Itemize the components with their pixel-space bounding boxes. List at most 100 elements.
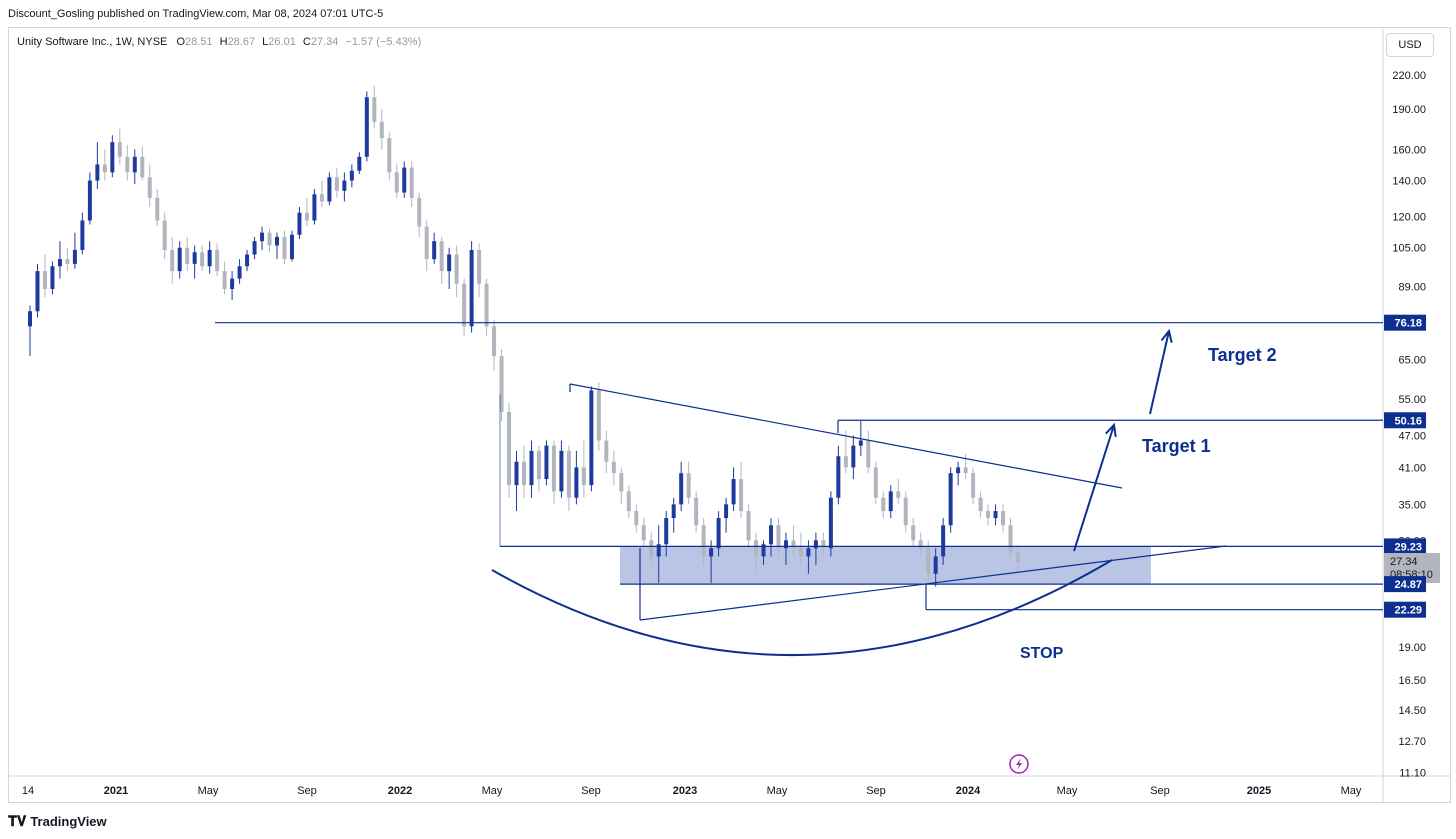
candle-body [596,390,601,441]
candle-body [791,540,796,549]
candle-body [522,461,526,486]
candle [87,172,92,225]
y-tick-label: 140.00 [1392,176,1426,188]
candle-body [72,249,77,264]
candle-body [140,156,145,178]
candle [1016,548,1020,574]
candle [155,189,160,227]
candle-body [701,525,706,557]
y-tick-label: 105.00 [1392,243,1426,255]
candle [50,261,55,295]
candle [125,145,130,181]
footer-brand[interactable]: 𝐓𝐕 TradingView [8,813,107,830]
candle [948,467,953,533]
candle-body [761,544,766,557]
price-label-text: 76.18 [1394,318,1422,330]
candle [978,491,983,519]
candle-body [170,249,175,272]
candle [349,164,354,188]
candle-body [604,440,609,462]
candle [275,232,279,260]
y-tick-label: 220.00 [1392,70,1426,82]
symbol-name[interactable]: Unity Software Inc., 1W, NYSE [17,36,168,48]
candle [200,245,205,272]
candle [304,197,309,227]
candle [522,445,526,498]
candle-body [581,467,586,486]
price-label-76-18[interactable]: 76.18 [1384,314,1426,331]
currency-button[interactable]: USD [1386,33,1434,57]
candle [694,491,699,533]
candle-body [87,180,92,221]
candle [754,532,759,574]
price-label-bg [1384,576,1426,593]
candle-body [903,497,908,526]
candle [783,532,788,565]
candle [843,430,848,474]
candle-body [769,525,773,545]
candle-body [162,220,167,250]
candle [971,467,976,505]
price-label-50-16[interactable]: 50.16 [1384,412,1426,429]
candle [873,461,878,505]
candle [237,259,242,284]
candle [769,518,773,557]
candle-body [858,440,863,446]
candle-body [469,249,474,327]
candle [252,236,257,260]
triangle-lower-trendline[interactable] [639,545,1227,621]
candle [207,241,212,274]
tradingview-logo-icon: 𝐓𝐕 [8,813,27,829]
arrow-to-target1[interactable] [1073,422,1117,552]
candle [454,245,459,298]
candle [185,236,190,272]
candle [117,128,122,165]
candle-body [304,212,309,221]
candle [42,254,47,298]
price-label-24-87[interactable]: 24.87 [1384,576,1426,593]
candle-body [35,271,40,312]
triangle-upper-trendline[interactable] [569,383,1123,489]
candle-body [739,479,744,512]
support-zone[interactable] [620,546,1151,585]
candle [327,172,332,206]
candle-body [634,511,639,526]
candle [761,540,766,565]
candle [701,518,706,565]
candle-body [454,254,459,284]
price-label-bg [1384,314,1426,331]
candle-body [334,177,339,191]
price-label-text: 50.16 [1394,415,1422,427]
change-value: −1.57 (−5.43%) [345,36,422,48]
candle [110,135,115,178]
candle-body [686,473,691,498]
cup-curve[interactable] [491,559,1113,657]
price-label-22-29[interactable]: 22.29 [1384,601,1426,618]
candle-body [694,497,699,526]
candle-body [95,164,100,181]
candle-body [230,278,235,289]
brand-name: TradingView [30,814,107,829]
lightning-icon[interactable] [1009,754,1029,774]
candle [484,278,489,336]
candle [896,479,901,505]
candle [432,232,437,264]
x-tick-label: May [767,785,788,797]
close-value: 27.34 [310,36,339,48]
candle-body [873,467,878,498]
arrow-to-target2[interactable] [1149,328,1173,415]
candle [544,440,549,486]
candle-body [42,271,47,289]
y-tick-label: 47.00 [1398,430,1426,442]
price-label-29-23[interactable]: 29.23 [1384,538,1426,555]
candle-body [619,473,624,492]
candle-body [851,445,856,468]
candle-body [477,249,482,284]
candle-body [439,241,444,272]
candle [581,440,586,498]
candle-body [147,177,152,198]
candle-body [918,540,923,549]
candle [507,403,512,498]
candle-body [349,170,354,181]
